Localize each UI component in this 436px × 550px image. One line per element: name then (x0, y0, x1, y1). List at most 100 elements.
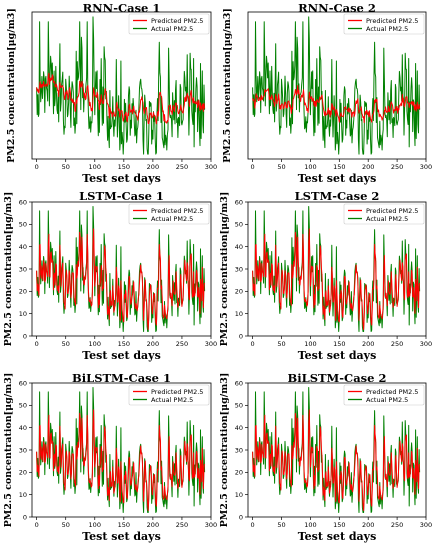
series-line (36, 228, 206, 330)
x-tick-label: 300 (205, 163, 217, 171)
y-tick-label: 50 (19, 402, 27, 410)
chart-panel: RNN-Case 2 0 50 100 150 200 250 300 Test set day… (222, 1, 432, 185)
y-tick-label: 10 (19, 310, 27, 318)
x-tick-label: 50 (277, 340, 285, 348)
x-tick-label: 300 (420, 163, 432, 171)
y-tick-label: 10 (235, 491, 243, 499)
x-tick-label: 250 (176, 521, 188, 529)
y-tick-label: 60 (235, 198, 243, 206)
x-tick-label: 0 (251, 163, 255, 171)
y-tick-label: 40 (19, 243, 27, 251)
x-tick-label: 200 (362, 521, 374, 529)
y-tick-label: 30 (19, 265, 27, 273)
chart-title: BiLSTM-Case 2 (288, 371, 387, 385)
series-line (36, 409, 206, 511)
legend-label: Predicted PM2.5 (151, 207, 203, 215)
chart-title: BiLSTM-Case 1 (72, 371, 171, 385)
x-axis-label: Test set days (298, 349, 377, 362)
y-tick-label: 20 (19, 469, 27, 477)
x-axis-label: Test set days (298, 530, 377, 543)
legend-label: Predicted PM2.5 (151, 388, 203, 396)
y-tick-label: 30 (235, 446, 243, 454)
series-line (36, 72, 206, 125)
chart-title: RNN-Case 1 (83, 1, 161, 15)
y-tick-label: 0 (23, 513, 27, 521)
y-axis-label: PM2.5 concentration[μg/m3] (3, 373, 14, 528)
x-tick-label: 250 (176, 340, 188, 348)
x-tick-label: 150 (333, 163, 345, 171)
x-tick-label: 0 (35, 340, 39, 348)
series-line (252, 228, 421, 330)
x-tick-label: 150 (333, 521, 345, 529)
y-tick-label: 10 (235, 310, 243, 318)
y-tick-label: 60 (19, 198, 27, 206)
x-tick-label: 150 (118, 340, 130, 348)
legend-box (128, 203, 210, 225)
x-tick-label: 300 (205, 521, 217, 529)
x-tick-label: 50 (62, 163, 70, 171)
x-tick-label: 250 (391, 340, 403, 348)
legend-label: Predicted PM2.5 (366, 207, 418, 215)
x-tick-label: 100 (89, 521, 101, 529)
y-tick-label: 20 (235, 288, 243, 296)
y-tick-label: 60 (19, 379, 27, 387)
legend-label: Predicted PM2.5 (366, 388, 418, 396)
x-tick-label: 150 (118, 521, 130, 529)
legend-label: Actual PM2.5 (151, 396, 193, 404)
y-tick-label: 0 (23, 332, 27, 340)
y-axis-label: PM2.5 concentration[μg/m3] (3, 192, 14, 347)
y-axis-label: PM2.5 concentration[μg/m3] (6, 8, 17, 163)
x-tick-label: 50 (277, 163, 285, 171)
y-axis-label: PM2.5 concentration[μg/m3] (219, 373, 230, 528)
x-tick-label: 200 (362, 340, 374, 348)
x-tick-label: 200 (362, 163, 374, 171)
x-tick-label: 0 (35, 163, 39, 171)
x-tick-label: 150 (118, 163, 130, 171)
y-tick-label: 50 (235, 402, 243, 410)
y-axis-label: PM2.5 concentration[μg/m3] (222, 8, 233, 163)
chart-panel: LSTM-Case 1 0 50 100 150 200 250 300 0 10 20 30 40 50… (3, 189, 217, 362)
y-tick-label: 50 (235, 221, 243, 229)
series-line (36, 16, 206, 155)
x-tick-label: 0 (35, 521, 39, 529)
chart-title: LSTM-Case 2 (295, 189, 380, 203)
y-tick-label: 10 (19, 491, 27, 499)
legend-label: Actual PM2.5 (366, 25, 408, 33)
chart-panel: RNN-Case 1 0 50 100 150 200 250 300 Test set day… (6, 1, 217, 185)
legend-box (343, 203, 425, 225)
y-tick-label: 40 (19, 424, 27, 432)
x-tick-label: 100 (89, 340, 101, 348)
plot-frame (247, 11, 427, 160)
x-tick-label: 200 (147, 163, 159, 171)
y-tick-label: 50 (19, 221, 27, 229)
x-tick-label: 100 (304, 163, 316, 171)
x-axis-label: Test set days (82, 530, 161, 543)
x-tick-label: 0 (251, 521, 255, 529)
x-tick-label: 100 (89, 163, 101, 171)
y-tick-label: 0 (239, 513, 243, 521)
chart-title: RNN-Case 2 (298, 1, 376, 15)
legend-box (128, 13, 210, 35)
y-tick-label: 30 (19, 446, 27, 454)
y-tick-label: 40 (235, 243, 243, 251)
y-tick-label: 0 (239, 332, 243, 340)
x-tick-label: 100 (304, 340, 316, 348)
legend-box (343, 13, 425, 35)
plot-frame (31, 11, 212, 160)
x-tick-label: 150 (333, 340, 345, 348)
y-tick-label: 20 (19, 288, 27, 296)
series-line (252, 409, 421, 511)
x-tick-label: 250 (391, 163, 403, 171)
x-tick-label: 200 (147, 521, 159, 529)
legend-label: Actual PM2.5 (151, 25, 193, 33)
chart-panel: LSTM-Case 2 0 50 100 150 200 250 300 0 10 20 30 40 50… (219, 189, 432, 362)
x-tick-label: 50 (62, 340, 70, 348)
legend-label: Actual PM2.5 (366, 396, 408, 404)
legend-label: Actual PM2.5 (151, 215, 193, 223)
legend-label: Predicted PM2.5 (366, 17, 418, 25)
legend-box (128, 384, 210, 406)
y-tick-label: 30 (235, 265, 243, 273)
x-tick-label: 100 (304, 521, 316, 529)
y-axis-label: PM2.5 concentration[μg/m3] (219, 192, 230, 347)
